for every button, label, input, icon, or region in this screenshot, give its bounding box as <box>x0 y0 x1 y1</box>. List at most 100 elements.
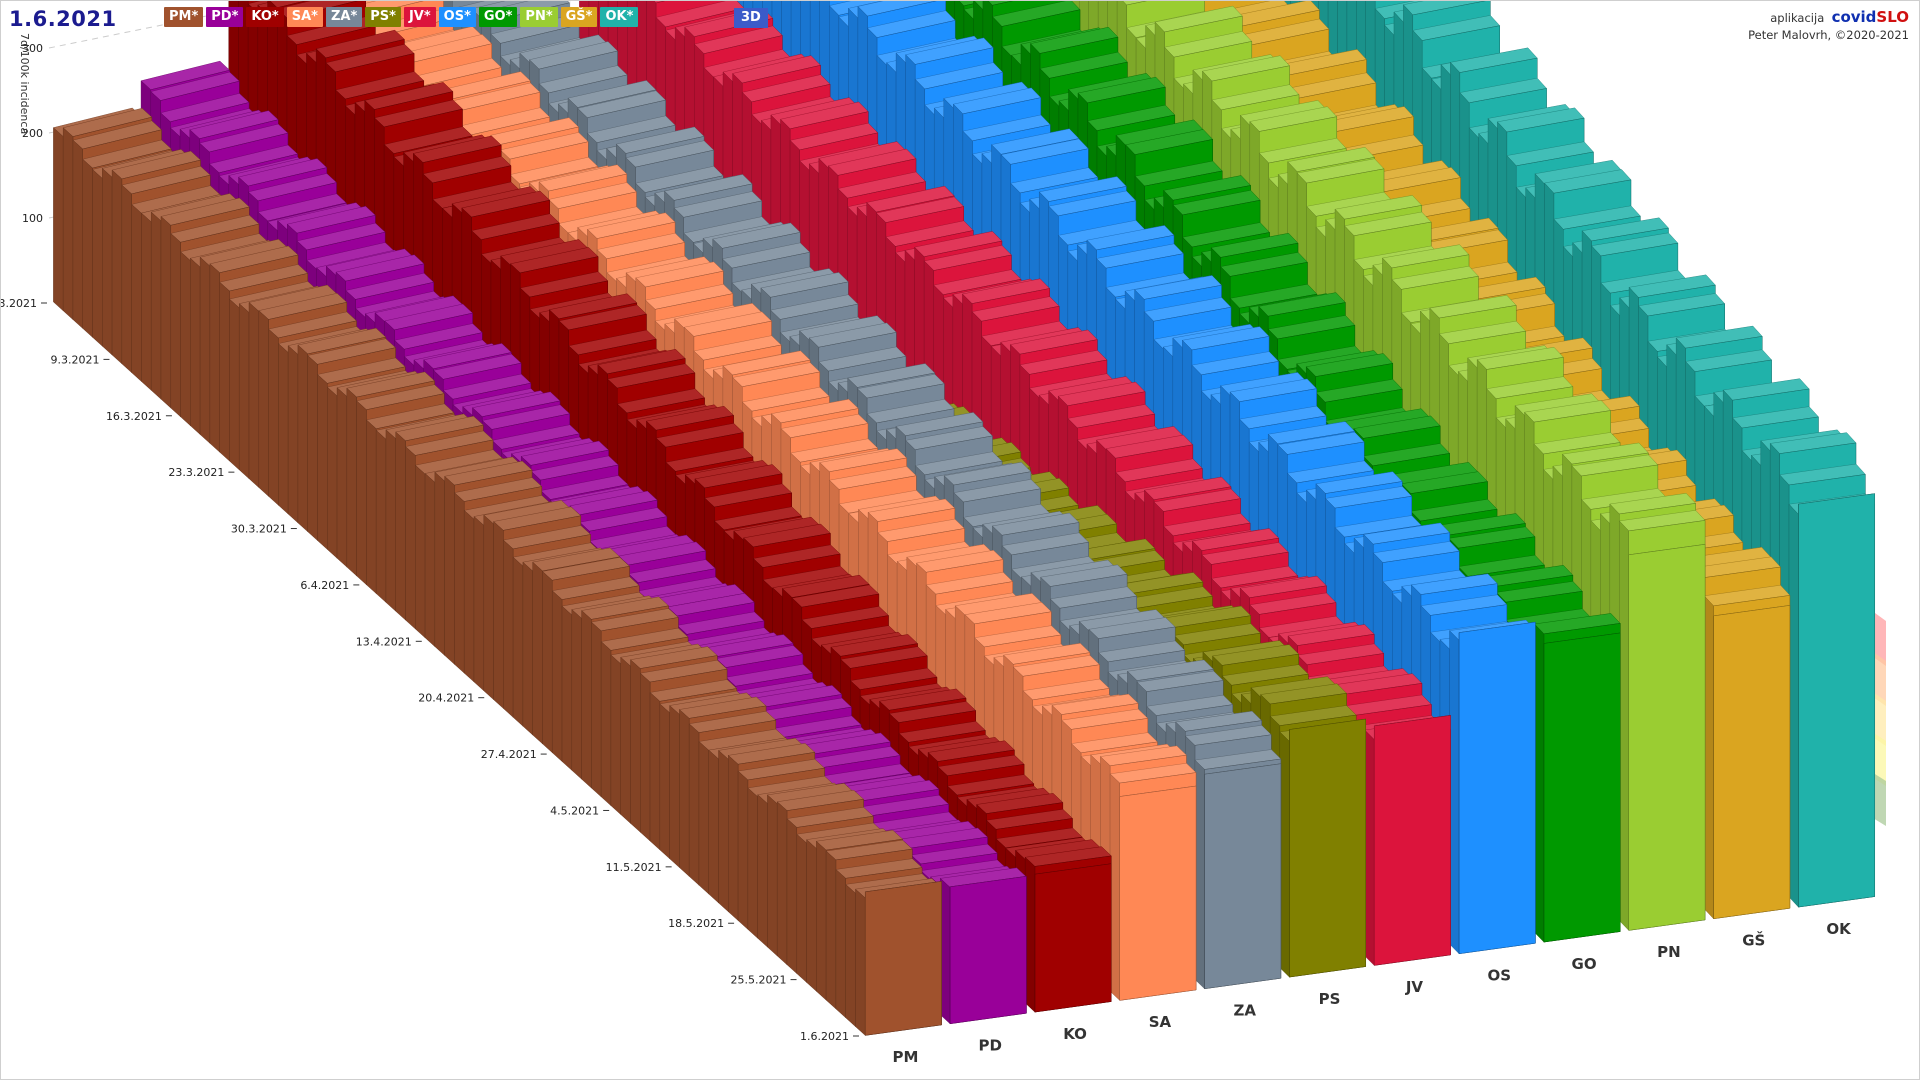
bar-side <box>600 641 612 807</box>
legend-item-8[interactable]: GO* <box>478 7 518 27</box>
bar-side <box>141 212 152 391</box>
bar-GO <box>1543 632 1621 943</box>
legend-item-3[interactable]: SA* <box>286 7 323 27</box>
bar-side <box>434 471 445 656</box>
bar-front <box>1034 863 1112 1013</box>
bar-side <box>219 281 230 462</box>
toggle-3d-button[interactable]: 3D <box>734 8 768 28</box>
bar-side <box>503 539 514 718</box>
y-tick-label: 200 <box>22 127 43 140</box>
bar-side <box>268 328 279 506</box>
region-label: GO <box>1572 955 1597 973</box>
bar-side <box>102 167 113 356</box>
bar-side <box>473 516 484 692</box>
date-tick-label: 1.6.2021 <box>800 1030 849 1043</box>
bar-side <box>620 656 631 824</box>
y-tick-label: 300 <box>22 42 43 55</box>
app-label: aplikacija <box>1770 11 1825 25</box>
bar-front <box>949 876 1027 1025</box>
bar-side <box>62 127 74 321</box>
bar-side <box>395 431 406 621</box>
bar-front <box>1798 493 1876 908</box>
bar-side <box>297 344 308 533</box>
bar-side <box>405 446 416 630</box>
date-tick-label: 6.4.2021 <box>300 579 349 592</box>
bar-front <box>1289 718 1367 978</box>
y-tick-label: 100 <box>22 212 43 225</box>
region-label: PN <box>1657 943 1681 961</box>
legend-item-6[interactable]: JV* <box>403 7 436 27</box>
bar-side <box>160 216 171 409</box>
bar-side <box>287 345 299 524</box>
date-tick-label: 23.3.2021 <box>168 466 224 479</box>
bar-front <box>1543 632 1621 943</box>
date-tick-label: 20.4.2021 <box>418 692 474 705</box>
legend-item-7[interactable]: OS* <box>438 7 476 27</box>
legend-item-1[interactable]: PD* <box>206 7 244 27</box>
bar-OK <box>1798 493 1876 908</box>
bar-side <box>356 400 367 586</box>
bar-front <box>864 881 942 1036</box>
region-label: PD <box>979 1037 1002 1055</box>
region-label: SA <box>1149 1013 1172 1031</box>
bar-front <box>1373 715 1451 966</box>
bar-side <box>82 158 93 338</box>
bar-side <box>561 605 572 771</box>
bar-side <box>542 571 553 754</box>
bar-PN <box>1628 544 1706 931</box>
bar-GŠ <box>1713 605 1791 920</box>
legend-item-9[interactable]: PN* <box>520 7 558 27</box>
bar-side <box>375 429 387 603</box>
bar-side <box>786 818 797 975</box>
bar-side <box>444 475 455 665</box>
bar-JV <box>1373 715 1451 966</box>
legend-item-5[interactable]: PS* <box>365 7 401 27</box>
app-credit: aplikacija covidSLO <box>1748 9 1909 27</box>
bar-side <box>493 521 504 709</box>
bar-side <box>1619 520 1629 931</box>
y-axis-label: 7d/100k incidenca <box>18 33 31 135</box>
bar-side <box>53 127 64 312</box>
bar-side <box>737 770 749 930</box>
bar-side <box>92 169 103 347</box>
date-tick-label: 2.3.2021 <box>1 297 37 310</box>
bar-side <box>248 302 259 488</box>
bars <box>52 1 1876 1036</box>
bar-side <box>825 850 837 1010</box>
bar-side <box>1703 595 1714 920</box>
region-label: PM <box>892 1048 918 1066</box>
bar-OS <box>1458 621 1536 955</box>
bar-side <box>278 343 289 515</box>
bar-side <box>728 754 739 921</box>
bar-side <box>806 839 817 992</box>
bar-SA <box>1119 785 1197 1001</box>
region-label: KO <box>1063 1025 1087 1043</box>
bar-side <box>229 298 240 471</box>
bar-side <box>708 749 719 904</box>
bar-side <box>307 355 318 541</box>
region-label: ZA <box>1234 1002 1257 1020</box>
date-tick-label: 16.3.2021 <box>106 410 162 423</box>
legend-item-4[interactable]: ZA* <box>325 7 363 27</box>
bar-side <box>464 509 475 683</box>
bar-side <box>1109 773 1120 1001</box>
bar-PS <box>1289 718 1367 978</box>
bar-side <box>747 787 758 939</box>
brand-slo: SLO <box>1876 8 1909 26</box>
bar-side <box>552 590 563 762</box>
brand-covid: covid <box>1831 8 1877 26</box>
legend-item-0[interactable]: PM* <box>164 7 204 27</box>
credits: aplikacija covidSLO Peter Malovrh, ©2020… <box>1748 9 1909 44</box>
bar-side <box>796 833 807 983</box>
bar-side <box>199 256 211 444</box>
bar-PM <box>864 881 942 1036</box>
bar-side <box>190 257 201 435</box>
bar-PD <box>949 876 1027 1025</box>
date-tick-label: 18.5.2021 <box>668 917 724 930</box>
legend-item-10[interactable]: GŠ* <box>560 7 598 27</box>
bar-side <box>1534 623 1545 943</box>
bar-side <box>385 429 396 612</box>
legend-item-2[interactable]: KO* <box>246 7 284 27</box>
legend-item-11[interactable]: OK* <box>600 7 639 27</box>
bar-side <box>180 251 191 427</box>
